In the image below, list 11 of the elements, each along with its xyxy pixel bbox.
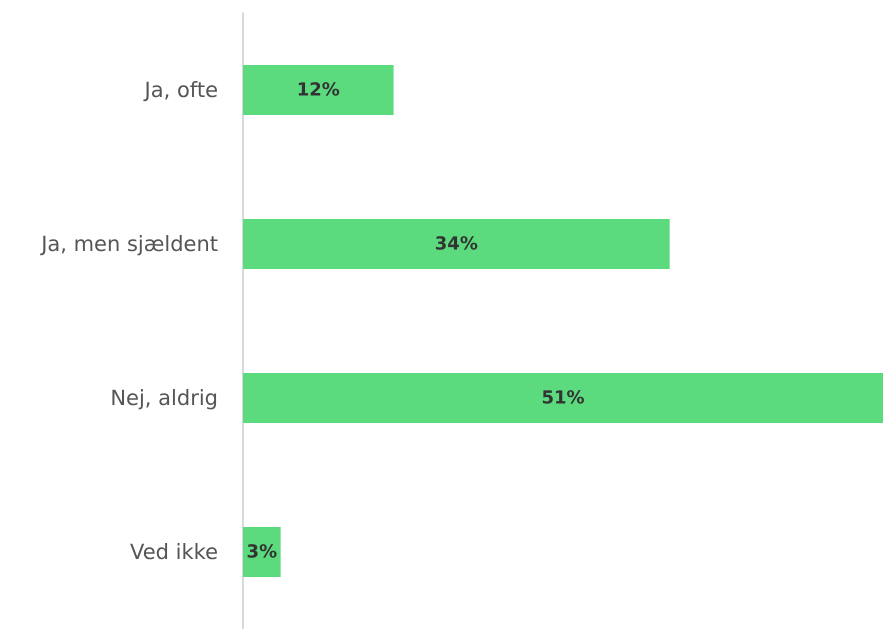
bar — [243, 219, 670, 269]
data-label: 3% — [246, 542, 278, 562]
data-label: 34% — [434, 234, 478, 254]
y-tick-label: Ved ikke — [130, 540, 218, 564]
bar — [243, 65, 394, 115]
y-tick-label: Nej, aldrig — [110, 386, 218, 410]
data-label: 12% — [296, 80, 340, 100]
y-tick-label: Ja, men sjældent — [39, 232, 218, 256]
y-tick-label: Ja, ofte — [142, 78, 218, 102]
data-label: 51% — [541, 388, 585, 408]
bar — [243, 373, 883, 423]
